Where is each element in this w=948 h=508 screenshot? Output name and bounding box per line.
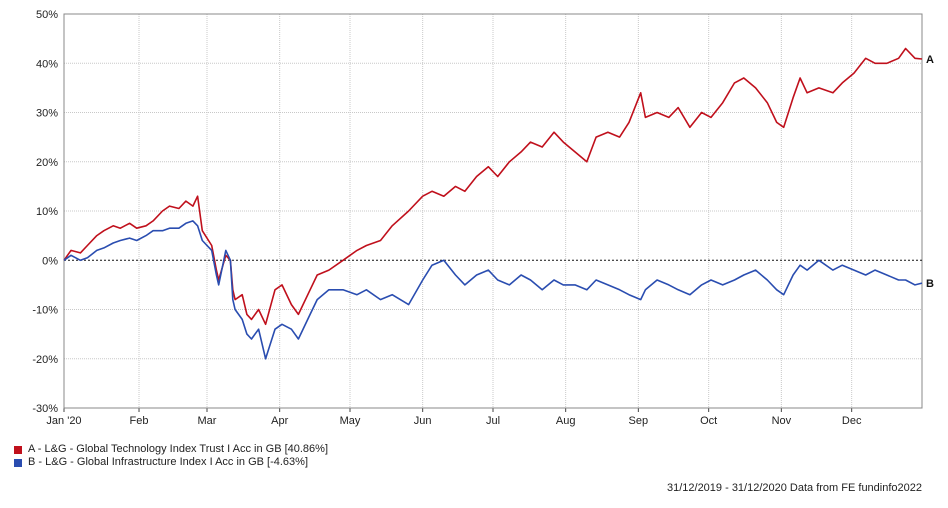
chart-legend: A - L&G - Global Technology Index Trust …: [14, 443, 328, 469]
legend-swatch-b: [14, 458, 22, 467]
x-tick-label: Jul: [486, 415, 500, 427]
legend-label-b: B - L&G - Global Infrastructure Index I …: [28, 456, 309, 468]
legend-item-b: B - L&G - Global Infrastructure Index I …: [14, 456, 328, 469]
y-tick-label: 50%: [36, 9, 58, 21]
x-tick-label: Mar: [198, 415, 217, 427]
x-tick-label: Nov: [772, 415, 792, 427]
plot-frame: [63, 13, 923, 409]
y-tick-label: 10%: [36, 206, 58, 218]
x-tick-label: Sep: [629, 415, 649, 427]
x-tick-label: Jan '20: [46, 415, 81, 427]
x-tick-label: Feb: [130, 415, 149, 427]
series-line-a: [63, 47, 923, 326]
x-tick-label: Jun: [414, 415, 432, 427]
y-tick-label: -20%: [32, 354, 58, 366]
y-tick-label: 40%: [36, 58, 58, 70]
x-tick-label: May: [340, 415, 361, 427]
y-tick-label: 20%: [36, 157, 58, 169]
series-end-label-a: A: [926, 54, 934, 66]
series-line-b: [63, 220, 923, 360]
x-tick-label: Oct: [700, 415, 717, 427]
line-chart: 50% 40% 30% 20% 10% 0% -10% -20% -30%Jan '20 Feb M…: [32, 9, 934, 427]
legend-swatch-a: [14, 445, 22, 454]
x-tick-label: Apr: [271, 415, 288, 427]
footer-source: 31/12/2019 - 31/12/2020 Data from FE fun…: [666, 482, 922, 494]
x-tick-label: Dec: [842, 415, 862, 427]
y-tick-label: 0%: [42, 255, 58, 267]
y-tick-label: -10%: [32, 305, 58, 317]
y-tick-label: -30%: [32, 403, 58, 415]
y-tick-label: 30%: [36, 108, 58, 120]
legend-label-a: A - L&G - Global Technology Index Trust …: [28, 443, 329, 455]
x-tick-label: Aug: [556, 415, 576, 427]
series-end-label-b: B: [926, 278, 934, 290]
legend-item-a: A - L&G - Global Technology Index Trust …: [14, 443, 328, 456]
